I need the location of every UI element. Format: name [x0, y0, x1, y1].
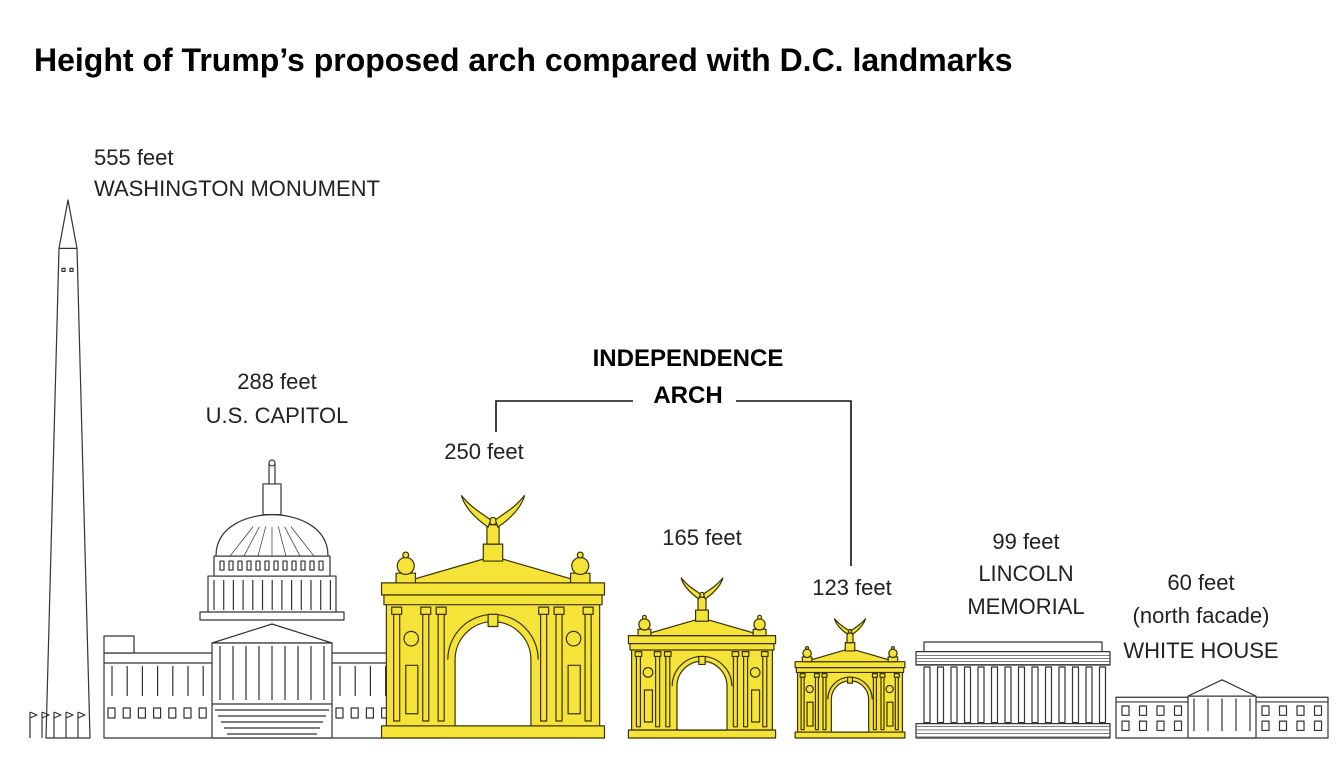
value-label: 250 feet	[444, 439, 524, 464]
landmark-label: U.S. CAPITOL	[206, 403, 349, 428]
value-label: 288 feet	[237, 369, 317, 394]
landmark-label: (north facade)	[1133, 603, 1270, 628]
value-label: 165 feet	[662, 525, 742, 550]
value-label: 60 feet	[1167, 570, 1234, 595]
landmark-label: MEMORIAL	[967, 594, 1084, 619]
landmark-label: LINCOLN	[978, 561, 1073, 586]
group-label-line: ARCH	[653, 382, 722, 409]
landmark-label: WHITE HOUSE	[1123, 638, 1278, 663]
arch-123-figure	[794, 618, 906, 739]
arch-bracket	[495, 400, 852, 566]
white-house-figure	[1115, 679, 1329, 739]
chart-title: Height of Trump’s proposed arch compared…	[34, 42, 1013, 78]
landmark-label: WASHINGTON MONUMENT	[94, 176, 380, 201]
arch-165-figure	[627, 577, 777, 739]
washington-monument-figure	[29, 199, 91, 739]
arch-250-figure	[380, 495, 606, 739]
group-label-line: INDEPENDENCE	[593, 345, 784, 372]
lincoln-memorial-figure	[915, 641, 1111, 739]
value-label: 99 feet	[992, 529, 1059, 554]
value-label: 555 feet	[94, 145, 174, 170]
value-label: 123 feet	[812, 575, 892, 600]
